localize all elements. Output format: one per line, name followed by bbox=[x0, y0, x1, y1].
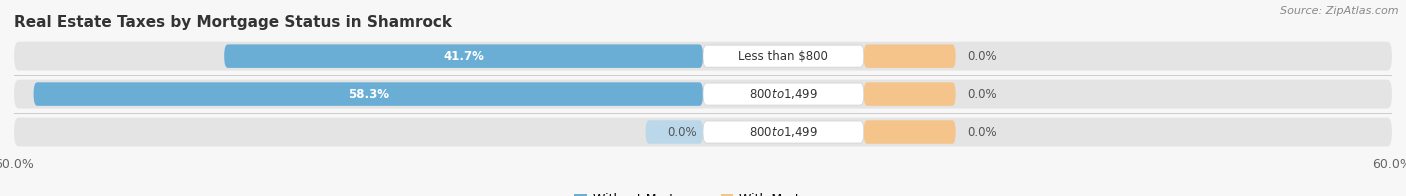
Text: Less than $800: Less than $800 bbox=[738, 50, 828, 63]
Text: 58.3%: 58.3% bbox=[347, 88, 389, 101]
FancyBboxPatch shape bbox=[14, 118, 1392, 146]
FancyBboxPatch shape bbox=[224, 44, 703, 68]
FancyBboxPatch shape bbox=[863, 82, 956, 106]
Text: 0.0%: 0.0% bbox=[967, 50, 997, 63]
Legend: Without Mortgage, With Mortgage: Without Mortgage, With Mortgage bbox=[569, 188, 837, 196]
Text: Source: ZipAtlas.com: Source: ZipAtlas.com bbox=[1281, 6, 1399, 16]
FancyBboxPatch shape bbox=[863, 44, 956, 68]
Text: 0.0%: 0.0% bbox=[967, 125, 997, 139]
FancyBboxPatch shape bbox=[863, 120, 956, 144]
FancyBboxPatch shape bbox=[14, 42, 1392, 71]
Text: $800 to $1,499: $800 to $1,499 bbox=[749, 125, 818, 139]
Text: 0.0%: 0.0% bbox=[967, 88, 997, 101]
FancyBboxPatch shape bbox=[645, 120, 703, 144]
FancyBboxPatch shape bbox=[14, 80, 1392, 109]
FancyBboxPatch shape bbox=[703, 45, 863, 67]
FancyBboxPatch shape bbox=[703, 121, 863, 143]
Text: 0.0%: 0.0% bbox=[668, 125, 697, 139]
FancyBboxPatch shape bbox=[34, 82, 703, 106]
FancyBboxPatch shape bbox=[703, 83, 863, 105]
Text: 41.7%: 41.7% bbox=[443, 50, 484, 63]
Text: $800 to $1,499: $800 to $1,499 bbox=[749, 87, 818, 101]
Text: Real Estate Taxes by Mortgage Status in Shamrock: Real Estate Taxes by Mortgage Status in … bbox=[14, 15, 453, 30]
